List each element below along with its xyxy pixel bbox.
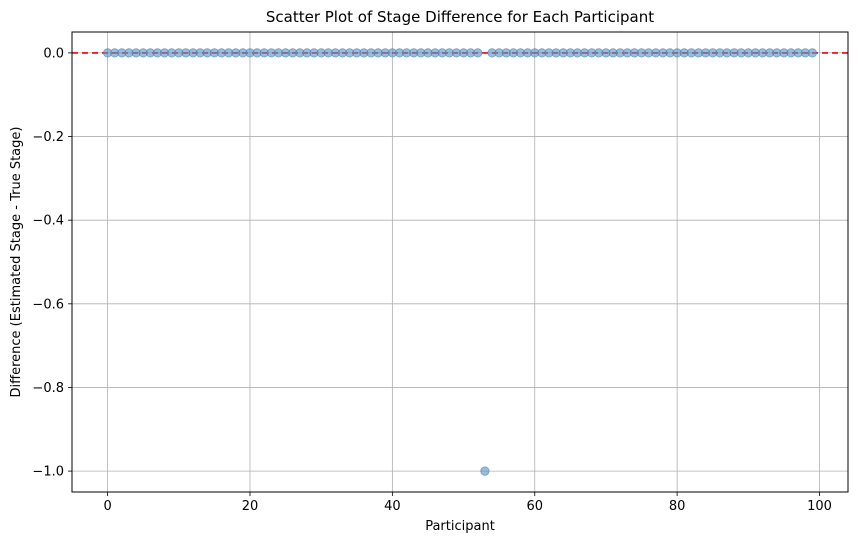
y-tick-label: 0.0 <box>43 46 64 61</box>
data-point <box>480 466 490 476</box>
x-axis-label: Participant <box>425 519 495 534</box>
x-tick-label: 60 <box>526 499 543 514</box>
y-tick-label: −0.8 <box>32 381 64 396</box>
y-tick-label: −0.2 <box>32 130 64 145</box>
data-point <box>807 48 818 58</box>
data-points <box>102 48 818 476</box>
x-tick-label: 20 <box>242 499 259 514</box>
data-point <box>473 48 483 58</box>
y-tick-label: −0.4 <box>32 214 64 229</box>
y-axis-label: Difference (Estimated Stage - True Stage… <box>9 127 24 398</box>
x-tick-label: 100 <box>807 499 832 514</box>
x-tick-label: 80 <box>669 499 686 514</box>
plot-frame <box>71 31 849 493</box>
chart-title: Scatter Plot of Stage Difference for Eac… <box>266 8 654 26</box>
x-axis-ticks: 0 20 40 60 80 100 <box>103 492 832 514</box>
y-tick-label: −1.0 <box>32 465 64 480</box>
x-tick-label: 0 <box>103 499 111 514</box>
x-tick-label: 40 <box>384 499 401 514</box>
y-tick-label: −0.6 <box>32 297 64 312</box>
y-axis-ticks: 0.0 −0.2 −0.4 −0.6 −0.8 −1.0 <box>32 46 72 480</box>
